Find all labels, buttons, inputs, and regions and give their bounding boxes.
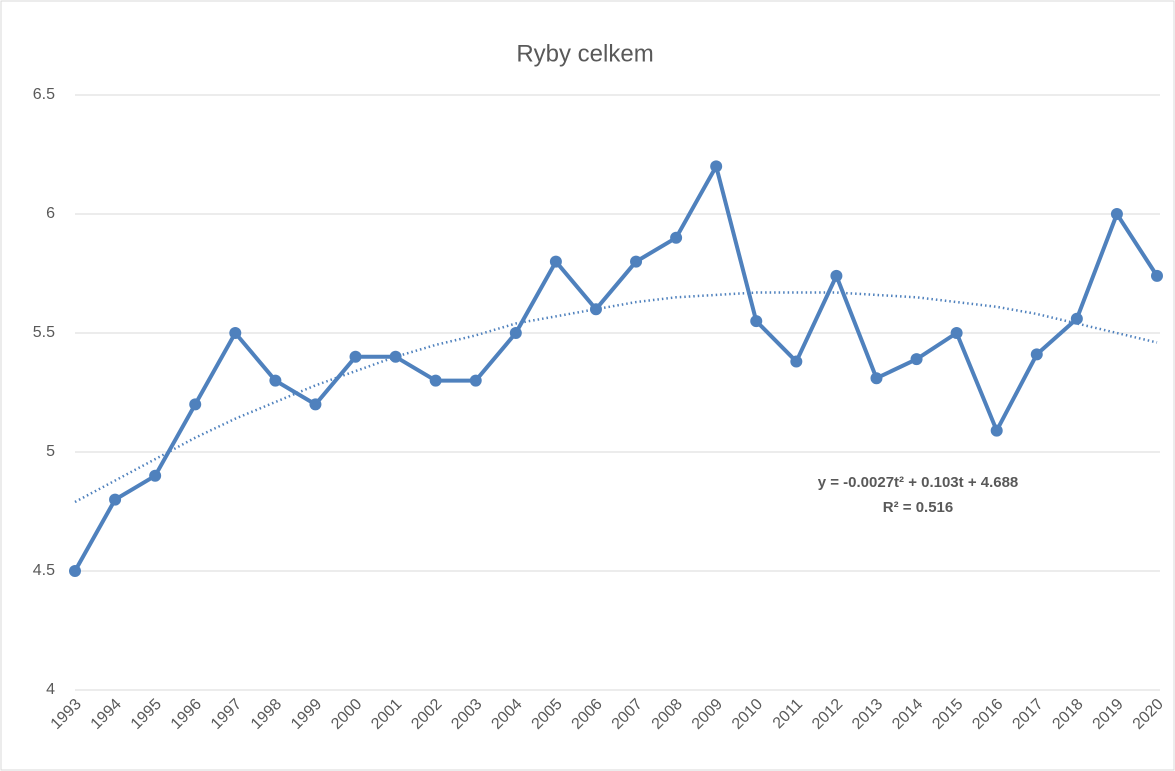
y-tick-label: 6.5 bbox=[33, 86, 55, 103]
marker bbox=[750, 315, 763, 328]
marker bbox=[830, 269, 843, 282]
marker bbox=[710, 160, 723, 173]
marker bbox=[870, 372, 883, 385]
marker bbox=[630, 255, 643, 268]
marker bbox=[109, 493, 122, 506]
y-tick-label: 6 bbox=[46, 205, 55, 222]
marker bbox=[349, 350, 362, 363]
marker bbox=[1070, 312, 1083, 325]
marker bbox=[389, 350, 402, 363]
marker bbox=[549, 255, 562, 268]
marker bbox=[990, 424, 1003, 437]
chart-title: Ryby celkem bbox=[516, 40, 653, 67]
trend-r2: R² = 0.516 bbox=[883, 499, 953, 516]
marker bbox=[309, 398, 322, 411]
marker bbox=[69, 565, 81, 577]
y-tick-label: 5.5 bbox=[33, 324, 55, 341]
marker bbox=[269, 374, 282, 387]
marker bbox=[509, 327, 522, 339]
marker bbox=[910, 353, 923, 366]
marker bbox=[1030, 348, 1043, 361]
trend-equation: y = -0.0027t² + 0.103t + 4.688 bbox=[818, 474, 1019, 491]
marker bbox=[229, 327, 242, 339]
trendline bbox=[74, 291, 1158, 504]
marker bbox=[469, 374, 482, 387]
y-tick-label: 4.5 bbox=[33, 562, 55, 579]
marker bbox=[670, 231, 683, 244]
marker bbox=[790, 355, 803, 368]
marker bbox=[149, 469, 162, 482]
marker bbox=[1110, 208, 1123, 220]
marker bbox=[1151, 269, 1163, 282]
marker bbox=[189, 398, 202, 411]
series-line bbox=[73, 164, 1159, 572]
y-tick-label: 5 bbox=[46, 443, 55, 460]
marker bbox=[429, 374, 442, 387]
marker bbox=[950, 327, 963, 339]
marker bbox=[589, 303, 602, 316]
y-tick-label: 4 bbox=[46, 681, 55, 698]
